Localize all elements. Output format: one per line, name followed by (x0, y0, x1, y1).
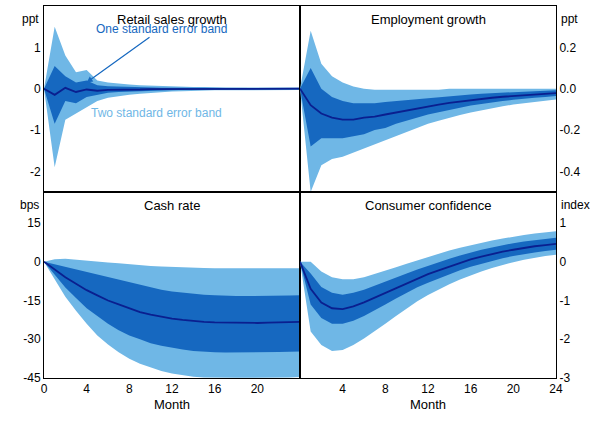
svg-text:8: 8 (126, 382, 133, 396)
svg-text:1: 1 (34, 41, 41, 55)
svg-text:Month: Month (154, 397, 190, 412)
svg-text:Consumer confidence: Consumer confidence (365, 198, 491, 213)
svg-text:-1: -1 (559, 294, 570, 308)
svg-text:1: 1 (559, 216, 566, 230)
svg-text:ppt: ppt (22, 12, 39, 26)
svg-text:0: 0 (34, 255, 41, 269)
svg-text:20: 20 (507, 382, 521, 396)
svg-text:0.2: 0.2 (559, 41, 576, 55)
svg-text:Cash rate: Cash rate (144, 198, 200, 213)
svg-text:One standard error band: One standard error band (96, 22, 227, 36)
svg-text:16: 16 (208, 382, 222, 396)
svg-text:index: index (561, 198, 590, 212)
svg-text:-30: -30 (23, 332, 41, 346)
svg-text:-0.4: -0.4 (559, 165, 580, 179)
svg-text:-2: -2 (559, 332, 570, 346)
svg-text:-3: -3 (559, 371, 570, 385)
svg-text:bps: bps (20, 198, 39, 212)
svg-text:4: 4 (339, 382, 346, 396)
svg-text:-15: -15 (23, 294, 41, 308)
svg-text:0.0: 0.0 (559, 82, 576, 96)
svg-text:0: 0 (41, 382, 48, 396)
svg-text:0: 0 (559, 255, 566, 269)
svg-text:-1: -1 (30, 123, 41, 137)
svg-text:-2: -2 (30, 165, 41, 179)
svg-text:Employment growth: Employment growth (371, 12, 486, 27)
svg-text:24: 24 (549, 382, 563, 396)
svg-text:ppt: ppt (561, 12, 578, 26)
svg-text:15: 15 (27, 216, 41, 230)
svg-text:-45: -45 (23, 371, 41, 385)
svg-text:Two standard error band: Two standard error band (91, 106, 222, 120)
svg-text:Month: Month (410, 397, 446, 412)
svg-text:16: 16 (464, 382, 478, 396)
svg-text:0: 0 (34, 82, 41, 96)
svg-text:Retail sales growth: Retail sales growth (117, 12, 227, 27)
svg-text:12: 12 (165, 382, 179, 396)
svg-text:12: 12 (421, 382, 435, 396)
svg-text:4: 4 (83, 382, 90, 396)
svg-text:-0.2: -0.2 (559, 123, 580, 137)
svg-text:8: 8 (382, 382, 389, 396)
svg-text:20: 20 (251, 382, 265, 396)
